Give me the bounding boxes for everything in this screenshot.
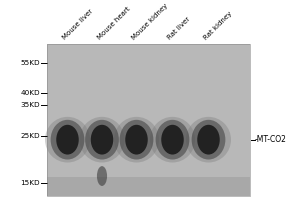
Ellipse shape bbox=[80, 117, 124, 163]
Ellipse shape bbox=[120, 120, 153, 160]
Ellipse shape bbox=[114, 117, 159, 163]
Text: Mouse heart: Mouse heart bbox=[96, 6, 131, 41]
Ellipse shape bbox=[56, 125, 79, 155]
Ellipse shape bbox=[97, 166, 107, 186]
Text: 55KD: 55KD bbox=[20, 60, 40, 66]
Ellipse shape bbox=[125, 125, 148, 155]
Ellipse shape bbox=[156, 120, 189, 160]
Bar bbox=[46, 44, 250, 196]
Bar bbox=[46, 44, 250, 196]
Text: 40KD: 40KD bbox=[20, 90, 40, 96]
Text: 15KD: 15KD bbox=[20, 180, 40, 186]
Ellipse shape bbox=[85, 120, 119, 160]
Text: Mouse kidney: Mouse kidney bbox=[131, 3, 169, 41]
Ellipse shape bbox=[186, 117, 231, 163]
Ellipse shape bbox=[197, 125, 220, 155]
Ellipse shape bbox=[161, 125, 184, 155]
Text: -MT-CO2: -MT-CO2 bbox=[255, 135, 287, 144]
Ellipse shape bbox=[45, 117, 90, 163]
Ellipse shape bbox=[91, 125, 113, 155]
Text: Mouse liver: Mouse liver bbox=[62, 8, 94, 41]
Ellipse shape bbox=[150, 117, 195, 163]
Text: 35KD: 35KD bbox=[20, 102, 40, 108]
Text: Rat kidney: Rat kidney bbox=[203, 10, 233, 41]
Ellipse shape bbox=[192, 120, 225, 160]
Text: Rat liver: Rat liver bbox=[167, 16, 192, 41]
Bar bbox=[46, 177, 250, 196]
Text: 25KD: 25KD bbox=[20, 133, 40, 139]
Ellipse shape bbox=[51, 120, 84, 160]
